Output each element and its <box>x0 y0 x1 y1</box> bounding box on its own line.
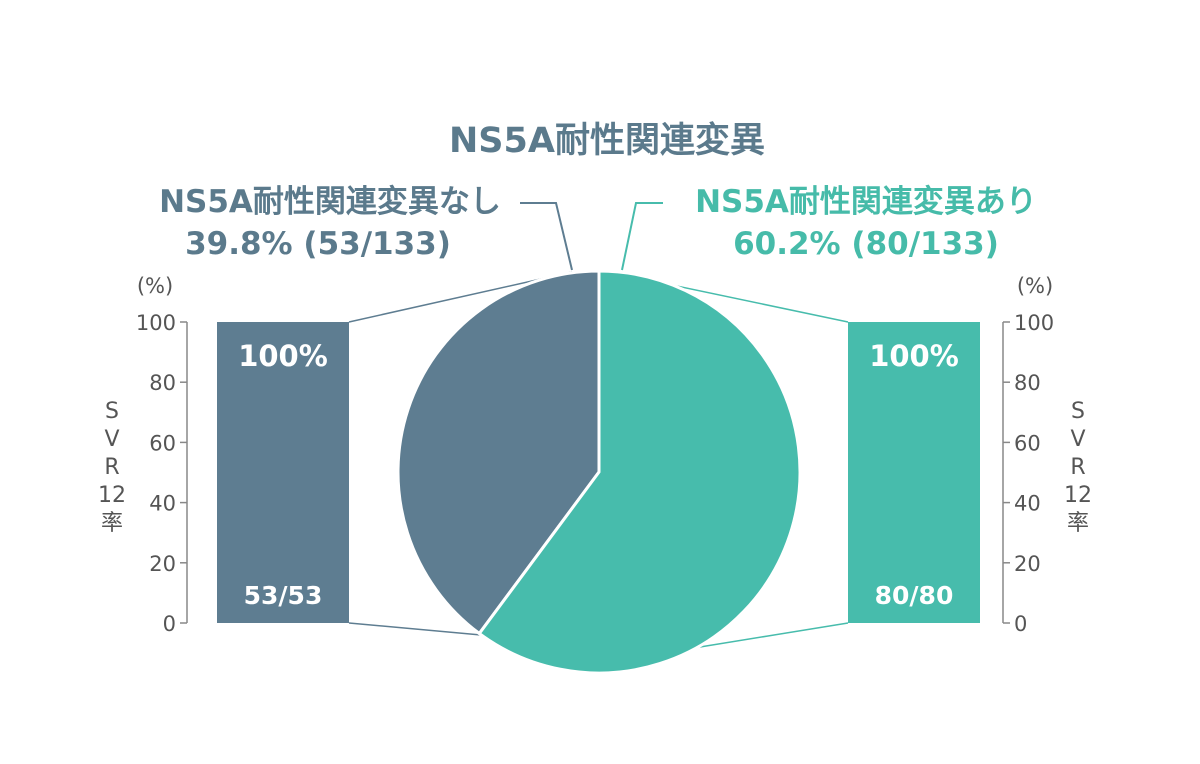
left-axis-title-char: R <box>104 455 119 480</box>
connector-with-bottom <box>699 622 849 648</box>
left-axis-title-char: V <box>104 427 119 452</box>
left-bar-chart: (%) 0 20 40 60 80 100 SVR 12 率 100% 53/53 <box>98 274 349 636</box>
chart-title: NS5A耐性関連変異 <box>449 120 765 161</box>
leader-line-without <box>520 202 573 271</box>
slice-count-with: (80/133) <box>851 226 999 262</box>
bar-value-label-with: 100% <box>869 339 959 373</box>
right-tick-label: 80 <box>1014 371 1041 395</box>
right-axis-title-char: S <box>1071 399 1085 424</box>
right-tick-label: 40 <box>1014 492 1041 516</box>
left-axis-title-char: 率 <box>101 511 123 536</box>
left-tick-label: 100 <box>136 311 176 335</box>
bar-without <box>217 322 349 623</box>
connector-without-bottom <box>348 622 482 636</box>
left-axis-title-char: S <box>105 399 119 424</box>
bar-count-label-with: 80/80 <box>875 581 954 610</box>
bar-value-label-without: 100% <box>238 339 328 373</box>
right-axis-title-char: V <box>1070 427 1085 452</box>
right-tick-label: 20 <box>1014 552 1041 576</box>
left-tick-label: 0 <box>163 612 176 636</box>
leader-line-with <box>621 202 663 271</box>
right-unit-label: (%) <box>1017 274 1053 298</box>
left-axis-title-char: 12 <box>98 483 126 508</box>
right-tick-label: 0 <box>1014 612 1027 636</box>
right-axis-title-char: 12 <box>1064 483 1092 508</box>
right-tick-label: 100 <box>1014 311 1054 335</box>
bar-count-label-without: 53/53 <box>244 581 323 610</box>
slice-label-with: NS5A耐性関連変異あり <box>695 184 1037 220</box>
slice-stat-with: 60.2% (80/133) <box>733 226 999 262</box>
left-tick-label: 60 <box>149 431 176 455</box>
right-tick-label: 60 <box>1014 431 1041 455</box>
slice-count-without: (53/133) <box>303 226 451 262</box>
left-tick-label: 80 <box>149 371 176 395</box>
slice-percent-without: 39.8% <box>185 226 293 262</box>
slice-stat-without: 39.8% (53/133) <box>185 226 451 262</box>
slice-percent-with: 60.2% <box>733 226 841 262</box>
left-tick-label: 20 <box>149 552 176 576</box>
right-bar-chart: (%) 0 20 40 60 80 100 SVR 12 率 100% 80/80 <box>848 274 1092 636</box>
pie-slice-without <box>396 269 601 636</box>
right-axis-title-char: R <box>1070 455 1085 480</box>
left-axis-title: SVR 12 率 <box>98 399 126 536</box>
left-tick-label: 40 <box>149 492 176 516</box>
right-axis-title-char: 率 <box>1067 511 1089 536</box>
slice-label-without: NS5A耐性関連変異なし <box>159 184 501 220</box>
right-axis-title: SVR 12 率 <box>1064 399 1092 536</box>
pie-slice-with <box>477 269 802 675</box>
pie-chart <box>396 269 802 675</box>
left-unit-label: (%) <box>137 274 173 298</box>
bar-with <box>848 322 980 623</box>
